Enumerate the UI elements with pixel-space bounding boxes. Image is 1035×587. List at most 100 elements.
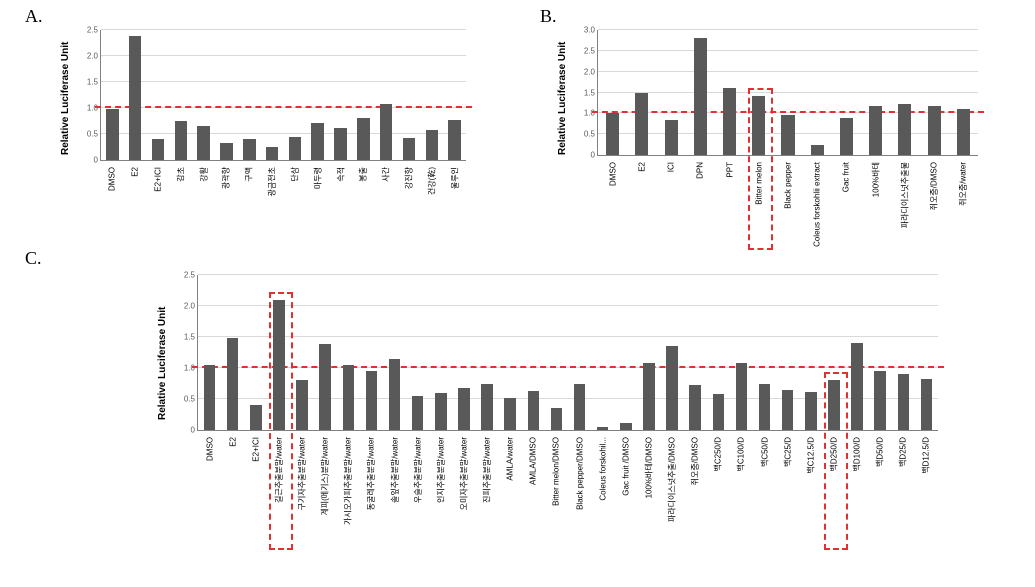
bar bbox=[296, 380, 308, 430]
x-tick-label: 건강(乾) bbox=[426, 164, 437, 195]
gridline bbox=[101, 55, 466, 56]
gridline bbox=[101, 107, 466, 108]
y-tick-label: 2.0 bbox=[87, 52, 101, 61]
x-tick-label: E2 bbox=[637, 159, 646, 172]
x-tick-label: 백C100/D bbox=[736, 434, 747, 472]
x-tick-label: 마두령 bbox=[312, 164, 323, 189]
bar bbox=[403, 138, 416, 160]
y-tick-label: 0 bbox=[591, 151, 598, 160]
bar bbox=[713, 394, 725, 430]
y-tick-label: 2.5 bbox=[87, 26, 101, 35]
x-tick-label: 가시오가피추출분말/water bbox=[343, 434, 354, 525]
bar bbox=[620, 423, 632, 430]
bar bbox=[643, 363, 655, 430]
x-tick-label: 강진향 bbox=[403, 164, 414, 189]
bar bbox=[129, 36, 142, 160]
x-tick-label: 백D25/D bbox=[898, 434, 909, 467]
x-tick-label: 울루인 bbox=[449, 164, 460, 189]
gridline bbox=[198, 305, 938, 306]
bar bbox=[898, 374, 910, 430]
x-tick-label: AMLA/DMSO bbox=[529, 434, 538, 485]
x-tick-label: 쥐오줌/water bbox=[958, 159, 969, 206]
y-tick-label: 0.5 bbox=[184, 395, 198, 404]
bar bbox=[106, 109, 119, 160]
chart-a-plot-area: 00.51.01.52.02.5DMSOE2E2+ICI감초강활광곽향구맥광금전… bbox=[100, 30, 466, 161]
x-tick-label: Bitter melon/DMSO bbox=[552, 434, 561, 506]
x-tick-label: 길근추출분말/water bbox=[273, 434, 284, 503]
x-tick-label: 쥐오줌/DMSO bbox=[690, 434, 701, 485]
bar bbox=[481, 384, 493, 431]
chart-b-ylabel: Relative Luciferase Unit bbox=[557, 42, 568, 155]
y-tick-label: 1.0 bbox=[184, 364, 198, 373]
y-tick-label: 1.5 bbox=[584, 88, 598, 97]
bar bbox=[412, 396, 424, 430]
chart-c-ylabel: Relative Luciferase Unit bbox=[157, 307, 168, 420]
x-tick-label: 백C12.5/D bbox=[805, 434, 816, 474]
x-tick-label: DMSO bbox=[205, 434, 214, 461]
bar bbox=[666, 346, 678, 430]
bar bbox=[250, 405, 262, 430]
bar bbox=[273, 300, 285, 430]
y-tick-label: 1.0 bbox=[87, 104, 101, 113]
bar bbox=[752, 96, 765, 155]
gridline bbox=[598, 71, 978, 72]
bar bbox=[574, 384, 586, 431]
x-tick-label: DMSO bbox=[108, 164, 117, 191]
x-tick-label: Gac fruit /DMSO bbox=[621, 434, 630, 496]
chart-c: Relative Luciferase Unit 00.51.01.52.02.… bbox=[155, 265, 945, 575]
x-tick-label: Coleus forskohil... bbox=[598, 434, 607, 501]
bar bbox=[928, 106, 941, 155]
gridline bbox=[198, 274, 938, 275]
gridline bbox=[101, 29, 466, 30]
y-tick-label: 0.5 bbox=[584, 130, 598, 139]
x-tick-label: 사간 bbox=[381, 164, 392, 182]
bar bbox=[426, 130, 439, 160]
x-tick-label: Bitter melon bbox=[754, 159, 763, 205]
x-tick-label: 쥐오줌/DMSO bbox=[929, 159, 940, 210]
bar bbox=[204, 365, 216, 430]
y-tick-label: 3.0 bbox=[584, 26, 598, 35]
gridline bbox=[598, 50, 978, 51]
bar bbox=[504, 398, 516, 430]
panel-label-a: A. bbox=[25, 6, 43, 27]
x-tick-label: Gac fruit bbox=[842, 159, 851, 192]
bar bbox=[528, 391, 540, 430]
bar bbox=[366, 371, 378, 430]
bar bbox=[898, 104, 911, 155]
bar bbox=[840, 118, 853, 155]
bar bbox=[957, 109, 970, 155]
bar bbox=[694, 38, 707, 155]
chart-c-plot-area: 00.51.01.52.02.5DMSOE2E2+ICI길근추출분말/water… bbox=[197, 275, 938, 431]
x-tick-label: 광금전초 bbox=[267, 164, 278, 196]
bar bbox=[759, 384, 771, 431]
chart-a-ylabel: Relative Luciferase Unit bbox=[60, 42, 71, 155]
bar bbox=[227, 338, 239, 430]
x-tick-label: 진피추출분말/water bbox=[482, 434, 493, 503]
y-tick-label: 1.5 bbox=[184, 333, 198, 342]
x-tick-label: 백D100/D bbox=[852, 434, 863, 472]
y-tick-label: 1.5 bbox=[87, 78, 101, 87]
x-tick-label: 솔잎추출분말/water bbox=[389, 434, 400, 503]
x-tick-label: 강활 bbox=[198, 164, 209, 182]
gridline bbox=[198, 367, 938, 368]
x-tick-label: 구맥 bbox=[244, 164, 255, 182]
bar bbox=[197, 126, 210, 160]
y-tick-label: 0 bbox=[94, 156, 101, 165]
x-tick-label: 백C250/D bbox=[713, 434, 724, 472]
bar bbox=[220, 143, 233, 160]
x-tick-label: 동굴레추출분말/water bbox=[366, 434, 377, 510]
bar bbox=[635, 93, 648, 155]
bar bbox=[435, 393, 447, 430]
x-tick-label: AMLA/water bbox=[506, 434, 515, 481]
bar bbox=[152, 139, 165, 160]
gridline bbox=[598, 29, 978, 30]
bar bbox=[389, 359, 401, 430]
x-tick-label: 우슬추출분말/water bbox=[412, 434, 423, 503]
bar bbox=[828, 380, 840, 430]
panel-label-c: C. bbox=[25, 248, 42, 269]
bar bbox=[874, 371, 886, 430]
x-tick-label: Black pepper/DMSO bbox=[575, 434, 584, 510]
x-tick-label: 속적 bbox=[335, 164, 346, 182]
bar bbox=[380, 104, 393, 160]
bar bbox=[597, 427, 609, 430]
